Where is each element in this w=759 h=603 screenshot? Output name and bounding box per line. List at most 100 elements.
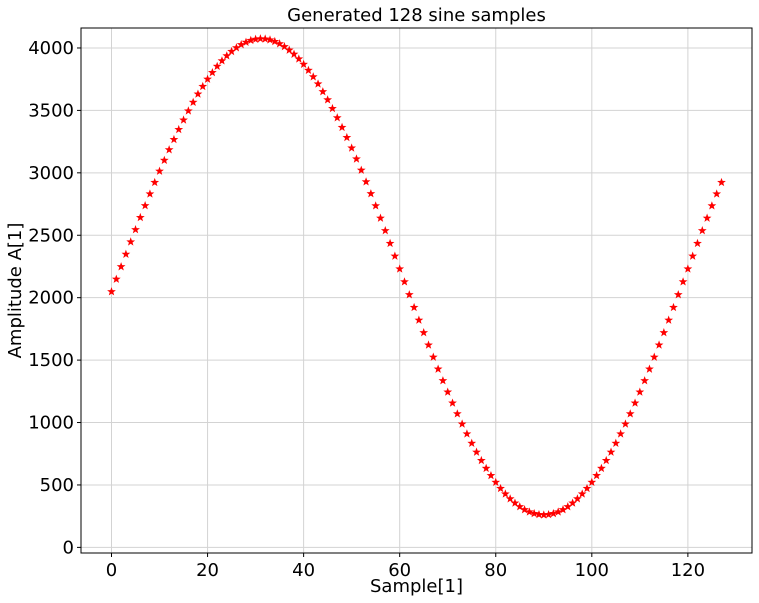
data-point [232,43,241,52]
data-point [246,35,256,45]
data-point [400,277,409,286]
data-point [669,302,678,312]
data-point [428,352,438,361]
data-point [183,106,193,115]
data-point [280,42,289,51]
data-point [275,39,284,48]
data-point [544,509,553,519]
plot-frame [80,27,753,554]
data-points [107,34,726,519]
data-point [534,509,544,519]
data-point [505,494,515,503]
data-point [520,505,529,514]
data-point [457,419,467,428]
data-point [404,290,414,299]
data-point [606,447,616,456]
data-point [443,387,453,396]
data-point [462,429,472,438]
data-point [366,189,376,198]
data-point [251,34,260,43]
data-point [164,145,174,154]
data-point [640,376,650,385]
y-tick-label: 3000 [28,163,74,184]
x-tick-label: 100 [575,560,609,581]
data-point [597,463,606,473]
data-point [376,213,385,222]
data-point [121,249,131,258]
data-point [135,212,145,222]
data-point [342,132,352,142]
data-point [448,398,457,407]
data-point [395,264,405,273]
data-point [611,438,621,447]
data-point [236,40,246,49]
data-point [433,364,443,373]
data-point [438,376,448,385]
data-point [299,59,308,69]
y-tick-label: 0 [63,537,74,558]
data-point [241,37,251,46]
data-point [688,251,698,260]
y-tick-label: 500 [40,475,74,496]
data-point [625,409,635,418]
x-tick-label: 40 [292,560,315,581]
data-point [481,463,491,473]
data-point [328,103,337,113]
data-point [198,81,208,91]
data-point [332,113,342,122]
data-point [107,287,116,296]
data-point [352,154,361,163]
data-point [510,498,520,507]
y-tick-label: 4000 [28,38,74,59]
data-point [222,51,232,60]
data-point [126,237,136,246]
data-point [678,277,688,286]
data-point [467,438,477,447]
x-tick-label: 0 [106,560,117,581]
data-point [150,177,160,187]
data-point [673,290,683,299]
data-point [169,134,179,144]
data-point [294,54,304,63]
x-tick-label: 120 [671,560,705,581]
data-point [697,226,707,235]
data-point [717,177,726,187]
data-point [212,61,222,71]
data-point [491,477,501,487]
data-point [486,470,496,480]
data-point [539,510,549,519]
data-point [270,36,280,46]
data-point [515,502,525,511]
data-point [380,226,390,235]
data-point [289,49,299,58]
data-point [308,72,318,81]
data-point [549,508,558,518]
data-point [472,447,481,456]
y-tick-label: 2500 [28,225,74,246]
data-point [419,328,429,337]
data-point [385,238,395,248]
data-point [179,115,188,124]
data-point [529,508,539,518]
data-point [116,262,126,271]
data-point [188,97,198,107]
data-point [424,340,433,349]
data-point [356,165,366,174]
data-point [159,155,169,165]
data-point [390,251,400,260]
data-point [645,364,654,373]
data-point [553,507,563,516]
data-point [693,238,702,248]
data-point [193,89,203,98]
y-tick-label: 3500 [28,100,74,121]
data-point [256,34,265,43]
data-point [347,143,357,152]
grid-lines [81,28,752,553]
data-point [155,166,164,175]
data-point [568,498,577,507]
data-point [563,502,573,511]
chart-title: Generated 128 sine samples [287,5,546,26]
data-point [683,264,693,273]
data-point [313,79,323,88]
data-point [318,87,328,96]
